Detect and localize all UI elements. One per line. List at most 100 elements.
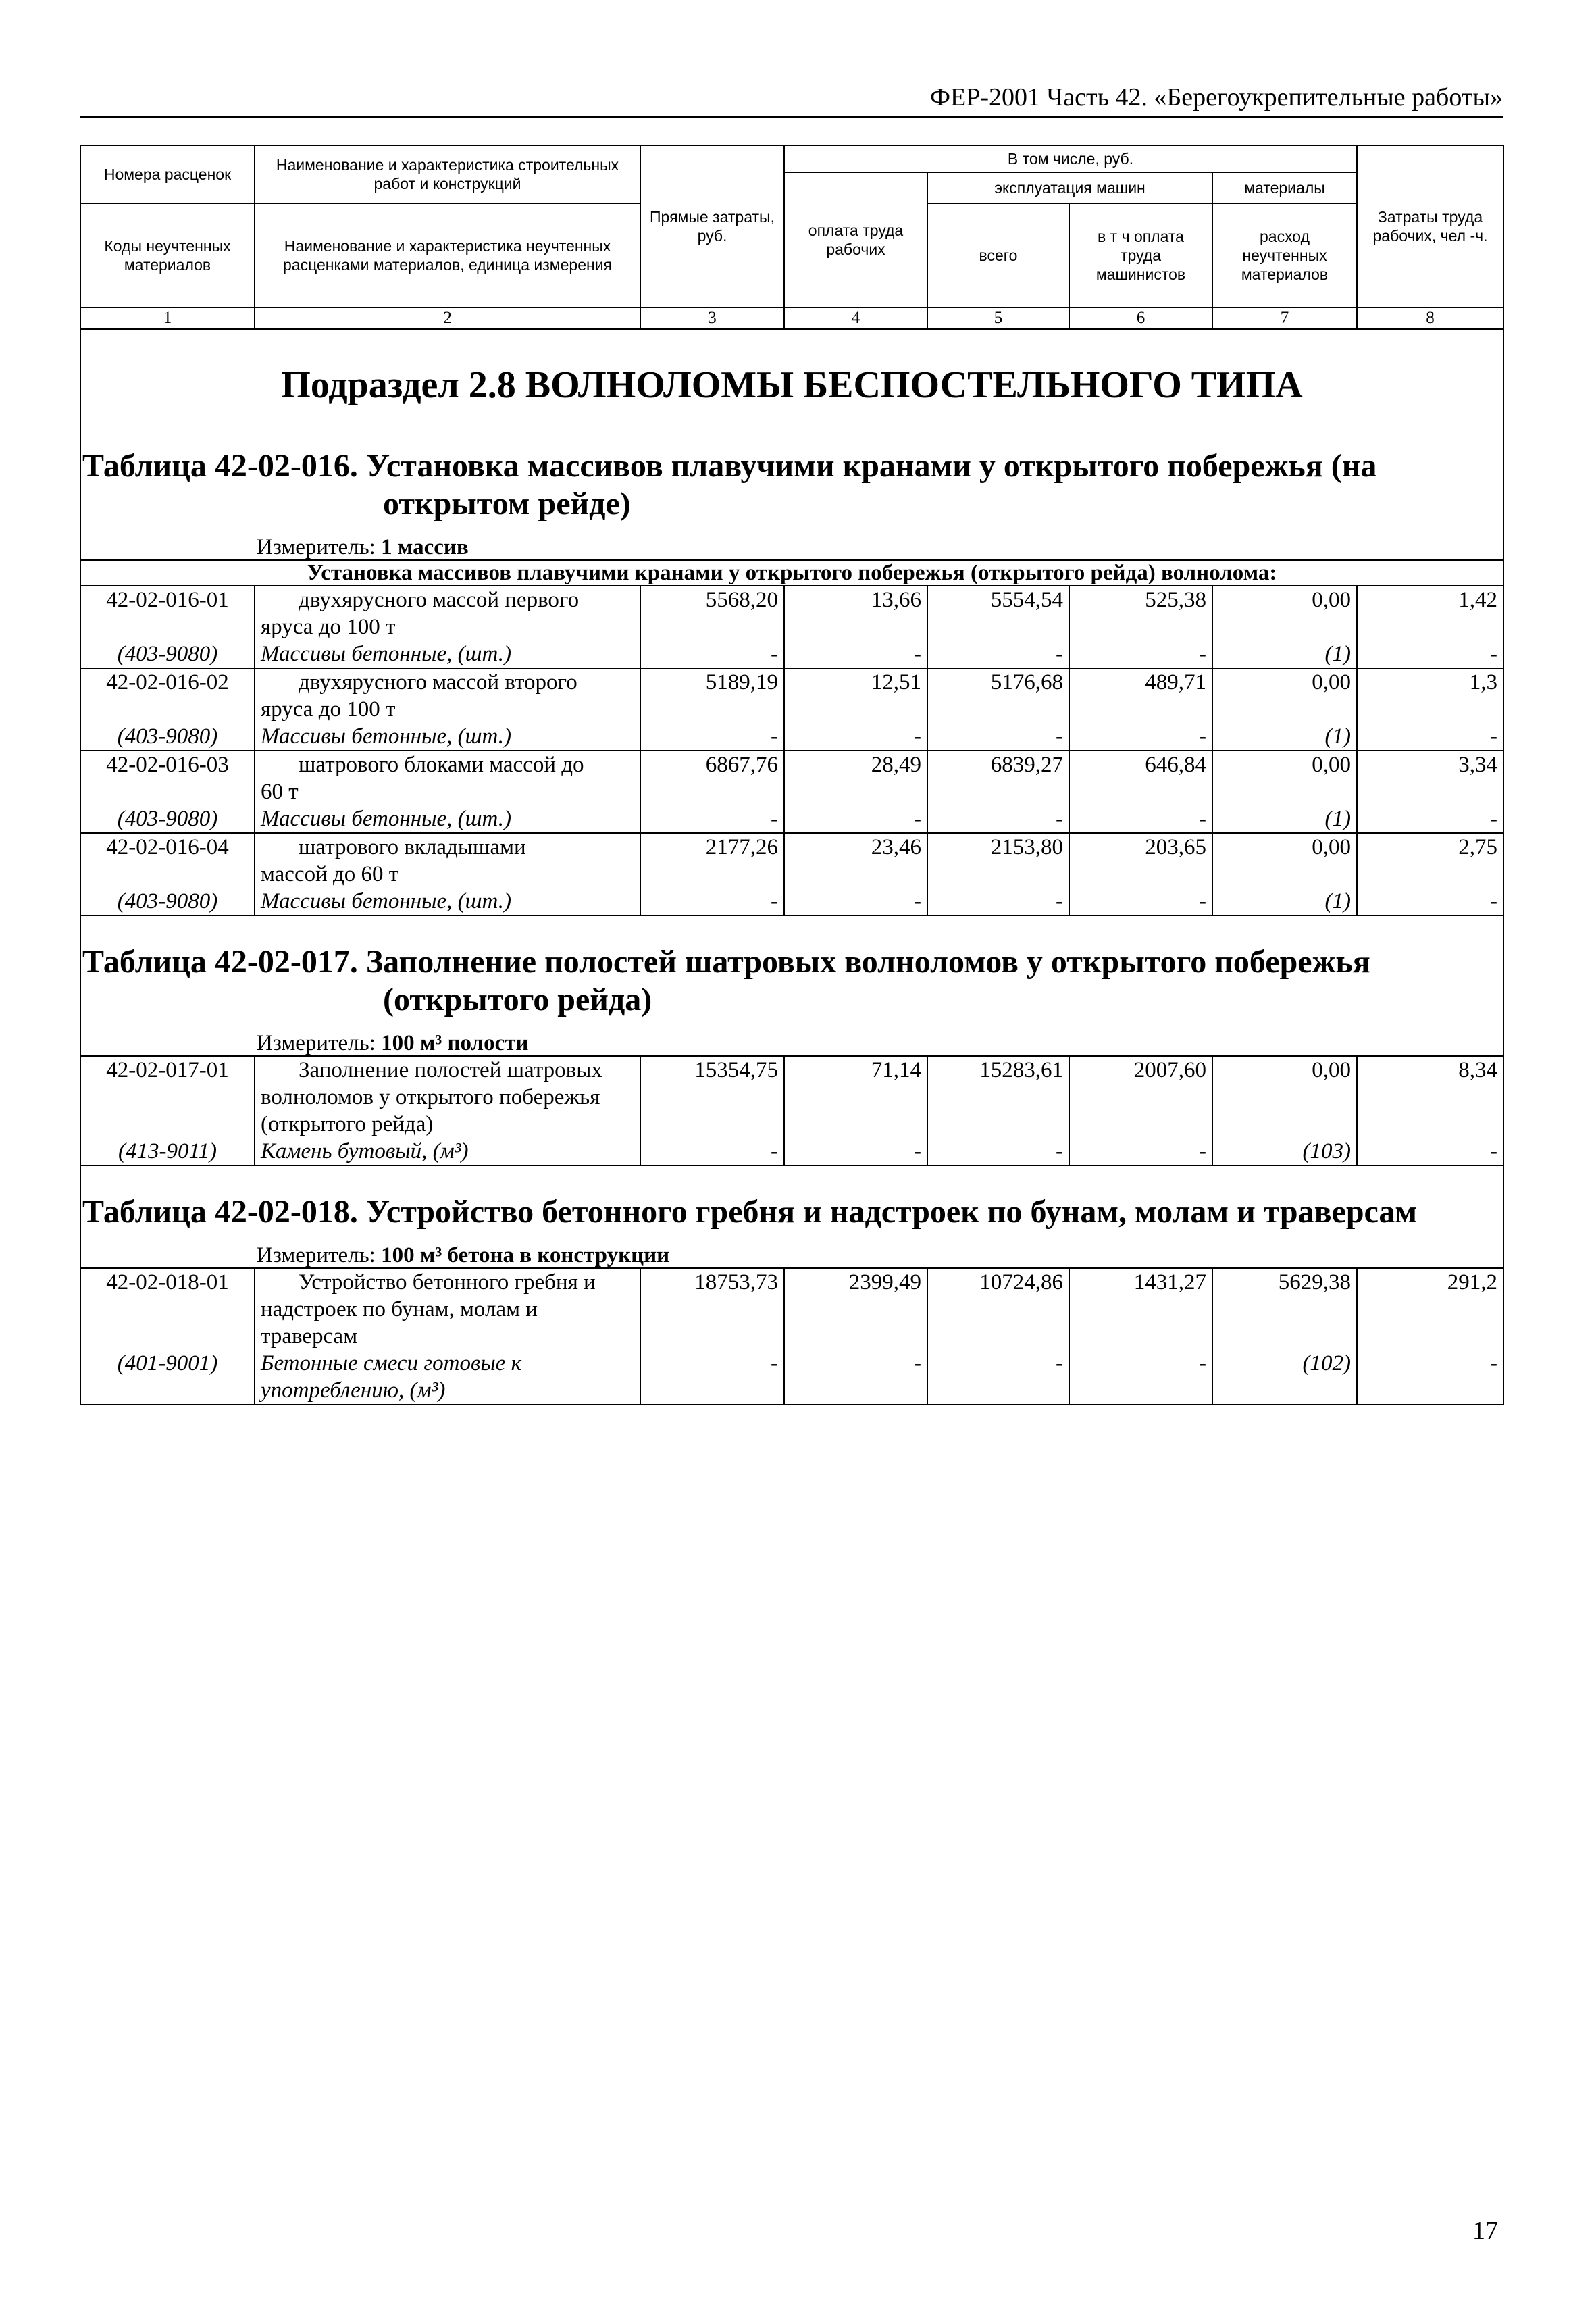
measure-unit-value: 100 м³ бетона в конструкции [381, 1243, 670, 1267]
rate-description-first: Устройство бетонного гребня и [299, 1270, 596, 1294]
measure-unit-value: 1 массив [381, 535, 469, 559]
header-material-codes: Коды неучтенных материалов [80, 203, 255, 308]
material-name: Массивы бетонные, (шт.) [254, 805, 641, 834]
column-number: 4 [783, 307, 928, 330]
table-title-line1: Таблица 42-02-016. Установка массивов пл… [82, 448, 1377, 484]
material-code: (403-9080) [80, 723, 255, 751]
column-number: 3 [640, 307, 785, 330]
rate-value: 23,46 [783, 833, 928, 888]
material-value: - [640, 888, 785, 916]
material-code: (403-9080) [80, 640, 255, 669]
table-row: 42-02-016-03 шатрового блоками массой до 6… [80, 751, 1504, 805]
header-direct-costs: Прямые затраты, руб. [640, 145, 785, 308]
rate-value: 646,84 [1069, 751, 1213, 805]
column-number: 8 [1356, 307, 1504, 330]
rate-value: 10724,86 [927, 1268, 1070, 1350]
material-value: (103) [1212, 1138, 1358, 1166]
material-value: (1) [1212, 805, 1358, 834]
table-title: Таблица 42-02-016. Установка массивов пл… [80, 420, 1504, 523]
rate-value: 5568,20 [640, 586, 785, 640]
rate-value: 18753,73 [640, 1268, 785, 1350]
material-value: (1) [1212, 723, 1358, 751]
header-work-name: Наименование и характеристика строительн… [254, 145, 641, 204]
measure-unit-label: Измеритель: [257, 1031, 382, 1055]
header-including: В том числе, руб. [783, 145, 1358, 173]
rate-value: 0,00 [1212, 586, 1358, 640]
rate-description: шатрового вкладышами массой до 60 т [254, 833, 641, 888]
rate-value: 2153,80 [927, 833, 1070, 888]
column-number: 7 [1212, 307, 1358, 330]
header-rate-numbers: Номера расценок [80, 145, 255, 204]
material-code: (403-9080) [80, 805, 255, 834]
table-row: 42-02-016-02 двухярусного массой второго я… [80, 668, 1504, 723]
header-labor-pay: оплата труда рабочих [783, 172, 928, 308]
measure-unit: Измеритель: 100 м³ бетона в конструкции [80, 1231, 1504, 1269]
material-value: - [1356, 640, 1504, 669]
material-value: - [927, 723, 1070, 751]
material-value: - [783, 1350, 928, 1405]
rate-description-rest: 60 т [261, 780, 299, 804]
material-name: Бетонные смеси готовые к употреблению, (… [254, 1350, 641, 1405]
header-material-consumption: расход неучтенных материалов [1212, 203, 1358, 308]
material-row: (403-9080) Массивы бетонные, (шт.) - - - - (1)… [80, 640, 1504, 669]
rate-value: 2177,26 [640, 833, 785, 888]
rate-description: двухярусного массой первого яруса до 100 … [254, 586, 641, 640]
rate-code: 42-02-016-01 [80, 586, 255, 640]
material-value: - [1356, 888, 1504, 916]
rate-value: 0,00 [1212, 833, 1358, 888]
material-code: (401-9001) [80, 1350, 255, 1405]
rate-value: 0,00 [1212, 1056, 1358, 1138]
rate-description: двухярусного массой второго яруса до 100 … [254, 668, 641, 723]
material-value: - [783, 888, 928, 916]
material-name: Камень бутовый, (м³) [254, 1138, 641, 1166]
material-name: Массивы бетонные, (шт.) [254, 640, 641, 669]
table-title-line1: Таблица 42-02-017. Заполнение полостей ш… [82, 944, 1370, 980]
rate-value: 291,2 [1356, 1268, 1504, 1350]
rate-description-first: двухярусного массой первого [299, 588, 580, 612]
rate-description-rest: волноломов у открытого побережья (открыт… [261, 1085, 600, 1136]
rate-code: 42-02-017-01 [80, 1056, 255, 1138]
table-row: 42-02-017-01 Заполнение полостей шатровых… [80, 1056, 1504, 1138]
column-number: 2 [254, 307, 641, 330]
material-value: (1) [1212, 888, 1358, 916]
rate-value: 8,34 [1356, 1056, 1504, 1138]
rate-value: 13,66 [783, 586, 928, 640]
measure-unit-label: Измеритель: [257, 535, 382, 559]
material-row: (401-9001) Бетонные смеси готовые к употр… [80, 1350, 1504, 1405]
table-row: 42-02-016-04 шатрового вкладышами массой д… [80, 833, 1504, 888]
rate-description-first: двухярусного массой второго [299, 670, 577, 695]
material-value: - [783, 640, 928, 669]
rate-value: 5629,38 [1212, 1268, 1358, 1350]
rate-description: шатрового блоками массой до 60 т [254, 751, 641, 805]
material-value: - [640, 1138, 785, 1166]
rate-value: 6839,27 [927, 751, 1070, 805]
material-row: (413-9011) Камень бутовый, (м³) - - - - (103) - [80, 1138, 1504, 1166]
rate-value: 1,3 [1356, 668, 1504, 723]
rate-value: 0,00 [1212, 751, 1358, 805]
material-row: (403-9080) Массивы бетонные, (шт.) - - - - (1)… [80, 805, 1504, 834]
material-value: - [640, 640, 785, 669]
header-machine-total: всего [927, 203, 1070, 308]
rates-table: Номера расценок Наименование и характери… [80, 145, 1504, 1405]
rate-description-rest: яруса до 100 т [261, 615, 396, 639]
header-material-name: Наименование и характеристика неучтенных… [254, 203, 641, 308]
rate-description-rest: яруса до 100 т [261, 697, 396, 722]
measure-unit: Измеритель: 100 м³ полости [80, 1019, 1504, 1057]
material-code: (413-9011) [80, 1138, 255, 1166]
page-header: ФЕР-2001 Часть 42. «Берегоукрепительные … [80, 82, 1503, 118]
material-value: - [927, 1138, 1070, 1166]
rate-description-first: Заполнение полостей шатровых [299, 1058, 602, 1082]
material-value: - [640, 805, 785, 834]
material-code: (403-9080) [80, 888, 255, 916]
page-number: 17 [1472, 2217, 1498, 2245]
measure-unit-label: Измеритель: [257, 1243, 382, 1267]
rate-value: 15354,75 [640, 1056, 785, 1138]
material-value: - [927, 1350, 1070, 1405]
column-number: 1 [80, 307, 255, 330]
material-value: - [1069, 640, 1213, 669]
group-heading: Установка массивов плавучими кранами у о… [80, 559, 1504, 586]
rate-code: 42-02-016-02 [80, 668, 255, 723]
material-value: - [1069, 723, 1213, 751]
column-number: 5 [927, 307, 1070, 330]
rate-value: 203,65 [1069, 833, 1213, 888]
